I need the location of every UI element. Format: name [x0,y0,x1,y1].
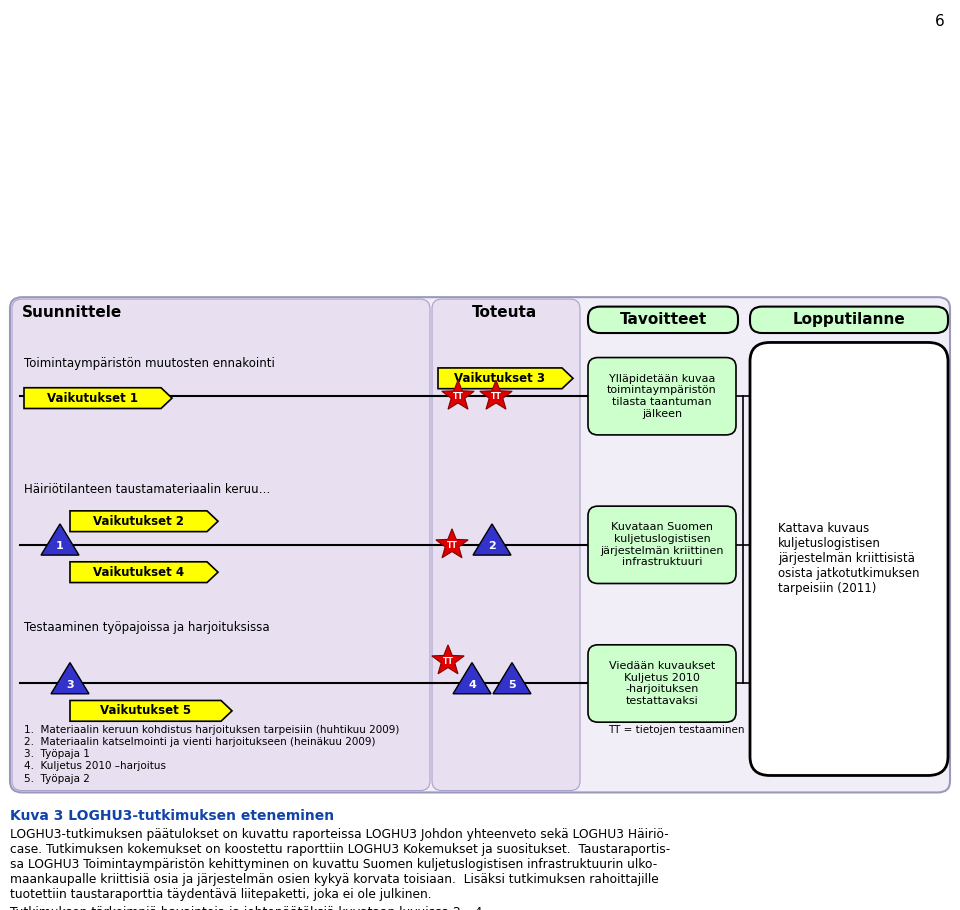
Polygon shape [41,524,79,555]
Polygon shape [51,662,89,693]
Text: 5.  Työpaja 2: 5. Työpaja 2 [24,774,90,784]
Text: 5: 5 [508,680,516,690]
Text: TT: TT [443,657,453,666]
FancyBboxPatch shape [588,645,736,723]
Polygon shape [453,662,491,693]
Text: Tavoitteet: Tavoitteet [619,312,707,328]
Text: 1.  Materiaalin keruun kohdistus harjoituksen tarpeisiin (huhtikuu 2009): 1. Materiaalin keruun kohdistus harjoitu… [24,724,399,734]
Polygon shape [70,701,232,722]
FancyBboxPatch shape [750,307,948,333]
Polygon shape [442,380,474,410]
Text: Vaikutukset 1: Vaikutukset 1 [47,391,138,405]
Text: Häiriötilanteen taustamateriaalin keruu…: Häiriötilanteen taustamateriaalin keruu… [24,483,271,496]
Polygon shape [432,645,465,673]
Text: 2.  Materiaalin katselmointi ja vienti harjoitukseen (heinäkuu 2009): 2. Materiaalin katselmointi ja vienti ha… [24,737,375,747]
Polygon shape [473,524,511,555]
Text: 1: 1 [56,541,64,551]
Text: TT: TT [446,541,457,550]
Text: Vaikutukset 2: Vaikutukset 2 [93,515,184,528]
Text: Vaikutukset 5: Vaikutukset 5 [100,704,191,717]
Text: 4.  Kuljetus 2010 –harjoitus: 4. Kuljetus 2010 –harjoitus [24,762,166,772]
Polygon shape [24,388,172,409]
Polygon shape [436,529,468,558]
FancyBboxPatch shape [588,506,736,583]
Text: Ylläpidetään kuvaa
toimintaympäristön
tilasta taantuman
jälkeen: Ylläpidetään kuvaa toimintaympäristön ti… [607,374,717,419]
Text: 3.  Työpaja 1: 3. Työpaja 1 [24,749,90,759]
Text: Testaaminen työpajoissa ja harjoituksissa: Testaaminen työpajoissa ja harjoituksiss… [24,622,270,634]
Text: 2: 2 [488,541,496,551]
Text: 6: 6 [935,15,945,29]
Text: Toteuta: Toteuta [472,305,538,319]
Text: Toimintaympäristön muutosten ennakointi: Toimintaympäristön muutosten ennakointi [24,357,275,369]
Text: 4: 4 [468,680,476,690]
Text: Kuvataan Suomen
kuljetuslogistisen
järjestelmän kriittinen
infrastruktuuri: Kuvataan Suomen kuljetuslogistisen järje… [600,522,724,567]
Text: Kuva 3 LOGHU3-tutkimuksen eteneminen: Kuva 3 LOGHU3-tutkimuksen eteneminen [10,809,334,824]
Polygon shape [480,380,513,410]
FancyBboxPatch shape [588,358,736,435]
FancyBboxPatch shape [432,299,580,791]
Polygon shape [70,561,218,582]
Text: Lopputilanne: Lopputilanne [793,312,905,328]
Text: Suunnittele: Suunnittele [22,305,122,319]
Text: LOGHU3-tutkimuksen päätulokset on kuvattu raporteissa LOGHU3 Johdon yhteenveto s: LOGHU3-tutkimuksen päätulokset on kuvatt… [10,828,670,901]
Polygon shape [438,368,573,389]
Text: Vaikutukset 3: Vaikutukset 3 [454,372,545,385]
Text: TT: TT [452,392,464,401]
Text: Vaikutukset 4: Vaikutukset 4 [93,566,184,579]
Polygon shape [70,511,218,531]
Text: Viedään kuvaukset
Kuljetus 2010
-harjoituksen
testattavaksi: Viedään kuvaukset Kuljetus 2010 -harjoit… [609,661,715,706]
Text: 3: 3 [66,680,74,690]
Polygon shape [493,662,531,693]
FancyBboxPatch shape [750,342,948,775]
Text: Tutkimuksen tärkeimpiä havaintoja ja johtopäätöksiä kuvataan luvuissa 2 – 4.: Tutkimuksen tärkeimpiä havaintoja ja joh… [10,905,487,910]
FancyBboxPatch shape [10,298,950,793]
FancyBboxPatch shape [588,307,738,333]
Text: TT = tietojen testaaminen: TT = tietojen testaaminen [608,724,745,734]
FancyBboxPatch shape [12,299,430,791]
Text: TT: TT [491,392,501,401]
Text: Kattava kuvaus
kuljetuslogistisen
järjestelmän kriittisistä
osista jatkotutkimuk: Kattava kuvaus kuljetuslogistisen järjes… [779,522,920,595]
